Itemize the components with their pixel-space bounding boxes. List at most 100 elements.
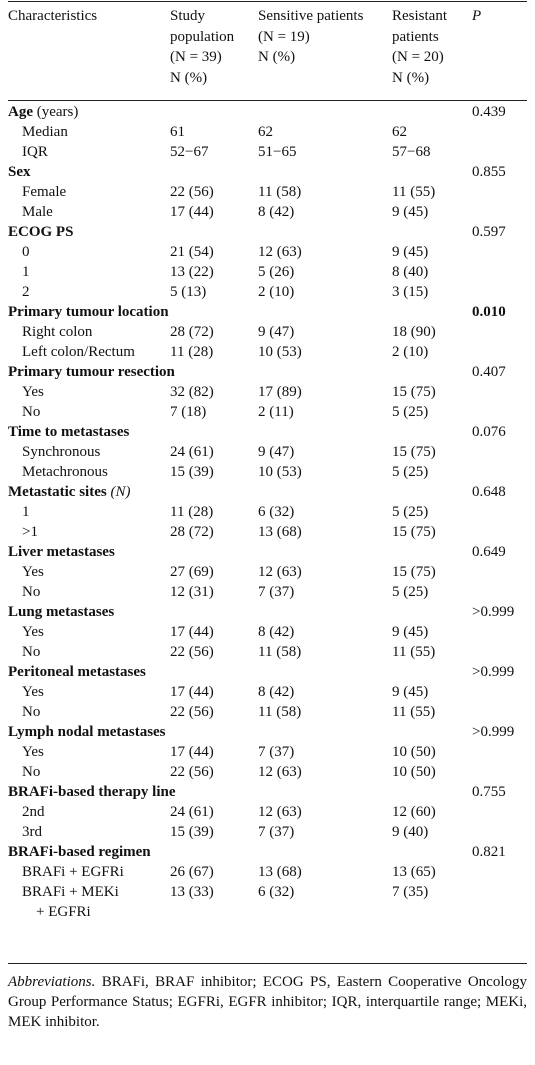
cell-study-population: 22 (56) xyxy=(170,184,214,200)
row-label: No xyxy=(8,642,170,662)
cell-sensitive: 11 (58) xyxy=(258,644,302,660)
cell-resistant: 11 (55) xyxy=(392,704,436,720)
empty-cell xyxy=(472,882,527,922)
empty-cell xyxy=(472,702,527,722)
section-label: Lymph nodal metastases xyxy=(8,722,170,742)
row-label: Yes xyxy=(8,382,170,402)
empty-cell xyxy=(472,822,527,842)
header-characteristics: Characteristics xyxy=(8,8,98,24)
table-row: No 22 (56) 11 (58) 11 (55) xyxy=(8,642,527,662)
table-row: >1 28 (72) 13 (68) 15 (75) xyxy=(8,522,527,542)
empty-cell xyxy=(392,362,472,382)
cell-sensitive: 13 (68) xyxy=(258,864,302,880)
empty-cell xyxy=(170,722,258,742)
empty-cell xyxy=(170,422,258,442)
row-label-text: Yes xyxy=(22,564,44,580)
row-label: IQR xyxy=(8,142,170,162)
table-row: BRAFi + EGFRi 26 (67) 13 (68) 13 (65) xyxy=(8,862,527,882)
cell-study-population: 61 xyxy=(170,124,185,140)
empty-cell xyxy=(392,602,472,622)
empty-cell xyxy=(170,482,258,502)
row-label-text: Median xyxy=(22,124,68,140)
cell-study-population: 17 (44) xyxy=(170,684,214,700)
table-row: 2nd 24 (61) 12 (63) 12 (60) xyxy=(8,802,527,822)
cell-sensitive: 12 (63) xyxy=(258,764,302,780)
cell-resistant: 10 (50) xyxy=(392,744,436,760)
cell-sensitive: 7 (37) xyxy=(258,584,295,600)
cell-resistant: 9 (45) xyxy=(392,684,429,700)
bottom-rule xyxy=(8,963,527,964)
empty-cell xyxy=(258,782,392,802)
table-row: No 7 (18) 2 (11) 5 (25) xyxy=(8,402,527,422)
cell-study-population: 28 (72) xyxy=(170,324,214,340)
empty-cell xyxy=(392,102,472,122)
section-row: Primary tumour location 0.010 xyxy=(8,302,527,322)
table-row: Male 17 (44) 8 (42) 9 (45) xyxy=(8,202,527,222)
row-label-text: 0 xyxy=(22,244,30,260)
empty-cell xyxy=(472,122,527,142)
row-label: 3rd xyxy=(8,822,170,842)
table-row: Metachronous 15 (39) 10 (53) 5 (25) xyxy=(8,462,527,482)
header-p-value: P xyxy=(472,8,482,24)
table-row: No 22 (56) 12 (63) 10 (50) xyxy=(8,762,527,782)
header-resistant-patients: Resistant patients (N = 20) N (%) xyxy=(392,8,447,86)
p-value: >0.999 xyxy=(472,664,515,680)
empty-cell xyxy=(170,662,258,682)
empty-cell xyxy=(472,262,527,282)
empty-cell xyxy=(472,762,527,782)
cell-sensitive: 2 (10) xyxy=(258,284,295,300)
empty-cell xyxy=(170,222,258,242)
row-label: BRAFi + EGFRi xyxy=(8,862,170,882)
cell-resistant: 18 (90) xyxy=(392,324,436,340)
cell-sensitive: 10 (53) xyxy=(258,344,302,360)
section-row: BRAFi-based regimen 0.821 xyxy=(8,842,527,862)
row-label-text: 1 xyxy=(22,504,30,520)
row-label: 1 xyxy=(8,502,170,522)
row-label-text: BRAFi + MEKi xyxy=(22,884,119,900)
empty-cell xyxy=(258,482,392,502)
row-label-text: No xyxy=(22,644,41,660)
cell-sensitive: 6 (32) xyxy=(258,884,295,900)
cell-sensitive: 8 (42) xyxy=(258,624,295,640)
empty-cell xyxy=(472,802,527,822)
cell-sensitive: 13 (68) xyxy=(258,524,302,540)
cell-study-population: 5 (13) xyxy=(170,284,207,300)
row-label-text: Yes xyxy=(22,744,44,760)
cell-resistant: 9 (45) xyxy=(392,244,429,260)
section-title: Peritoneal metastases xyxy=(8,664,146,680)
cell-study-population: 13 (33) xyxy=(170,884,214,900)
empty-cell xyxy=(170,542,258,562)
section-row: ECOG PS 0.597 xyxy=(8,222,527,242)
cell-resistant: 2 (10) xyxy=(392,344,429,360)
cell-study-population: 28 (72) xyxy=(170,524,214,540)
table-row: Yes 17 (44) 7 (37) 10 (50) xyxy=(8,742,527,762)
cell-study-population: 17 (44) xyxy=(170,744,214,760)
empty-cell xyxy=(472,242,527,262)
empty-cell xyxy=(258,842,392,862)
empty-cell xyxy=(472,322,527,342)
empty-cell xyxy=(392,482,472,502)
table-row: 0 21 (54) 12 (63) 9 (45) xyxy=(8,242,527,262)
cell-study-population: 15 (39) xyxy=(170,824,214,840)
cell-study-population: 13 (22) xyxy=(170,264,214,280)
cell-sensitive: 51−65 xyxy=(258,144,297,160)
cell-sensitive: 8 (42) xyxy=(258,204,295,220)
header-rule xyxy=(8,100,527,101)
row-label: >1 xyxy=(8,522,170,542)
table-row: 1 13 (22) 5 (26) 8 (40) xyxy=(8,262,527,282)
empty-cell xyxy=(472,402,527,422)
table-row: No 12 (31) 7 (37) 5 (25) xyxy=(8,582,527,602)
cell-resistant: 15 (75) xyxy=(392,524,436,540)
cell-study-population: 12 (31) xyxy=(170,584,214,600)
empty-cell xyxy=(472,562,527,582)
empty-cell xyxy=(472,502,527,522)
empty-cell xyxy=(392,842,472,862)
empty-cell xyxy=(258,102,392,122)
empty-cell xyxy=(472,442,527,462)
header-sensitive-patients: Sensitive patients (N = 19) N (%) xyxy=(258,8,364,65)
empty-cell xyxy=(472,862,527,882)
row-label-text: Yes xyxy=(22,384,44,400)
empty-cell xyxy=(258,162,392,182)
section-row: Time to metastases 0.076 xyxy=(8,422,527,442)
